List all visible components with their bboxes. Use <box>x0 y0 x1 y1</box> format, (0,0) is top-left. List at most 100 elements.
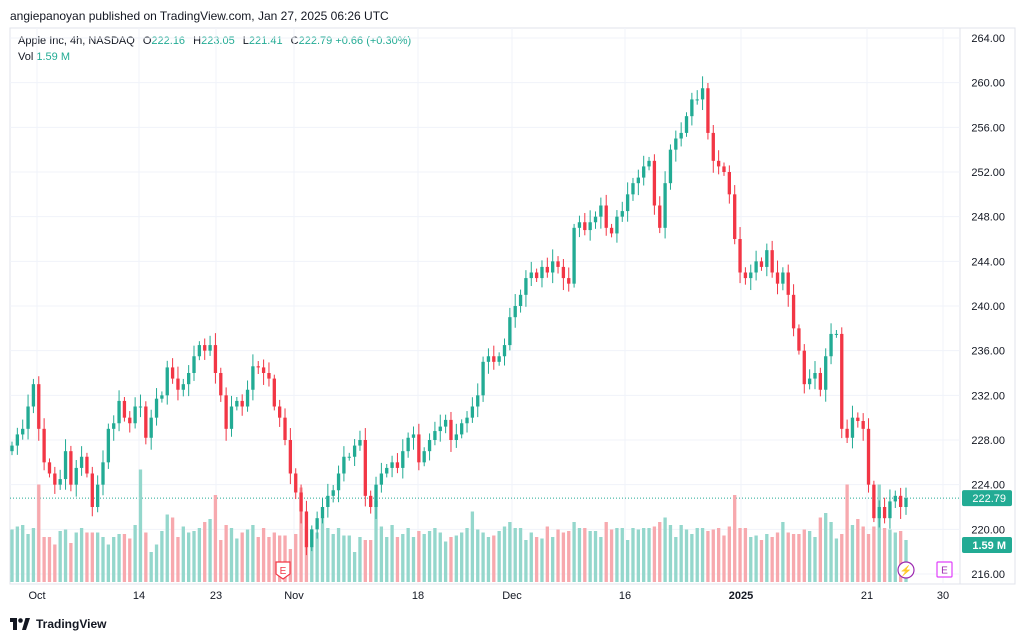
dividend-marker-label: ⚡ <box>900 564 912 577</box>
close-label: C <box>290 35 299 47</box>
candle-body <box>845 428 849 438</box>
candle-body <box>850 417 855 438</box>
volume-bar <box>208 519 212 582</box>
volume-bar <box>829 522 833 582</box>
candle-body <box>315 518 319 530</box>
volume-bar <box>551 537 555 582</box>
candle-body <box>893 495 897 502</box>
footer-brand[interactable]: TradingView <box>10 617 106 631</box>
volume-bars <box>10 469 908 582</box>
volume-bar <box>42 537 46 582</box>
candle-body <box>807 378 812 385</box>
volume-bar <box>684 529 689 582</box>
price-tick-label: 236.00 <box>971 346 1005 358</box>
candle-body <box>154 398 159 418</box>
volume-bar <box>112 537 116 582</box>
candle-body <box>304 511 309 548</box>
volume-bar <box>229 528 234 582</box>
price-tick-label: 248.00 <box>971 212 1005 224</box>
candle-body <box>824 356 828 390</box>
candle-body <box>122 400 127 418</box>
volume-bar <box>347 535 351 582</box>
candle-body <box>759 261 764 267</box>
volume-bar <box>781 522 785 582</box>
volume-bar <box>299 487 303 582</box>
volume-bar <box>10 529 14 582</box>
volume-bar <box>443 541 448 582</box>
volume-bar <box>427 531 432 582</box>
candle-body <box>278 406 282 418</box>
candle-body <box>160 395 164 399</box>
time-tick-label: 2025 <box>729 590 753 602</box>
candle-body <box>802 350 806 385</box>
time-tick-label: Oct <box>28 590 45 602</box>
candle-body <box>379 473 384 485</box>
volume-bar <box>390 525 394 582</box>
volume-bar <box>47 537 52 582</box>
candle-body <box>663 183 667 228</box>
volume-bar <box>433 528 437 582</box>
price-tick-label: 252.00 <box>971 167 1005 179</box>
volume-bar <box>583 528 587 582</box>
candle-body <box>336 473 341 491</box>
candle-body <box>165 367 169 396</box>
candle-body <box>840 333 844 429</box>
volume-bar <box>411 537 416 582</box>
price-tick-label: 224.00 <box>971 480 1005 492</box>
event-markers[interactable]: E ⚡ E <box>275 561 953 580</box>
candle-body <box>684 116 689 133</box>
volume-bar <box>524 540 528 582</box>
time-axis[interactable]: Oct 14 23 Nov 18 Dec 16 2025 21 30 <box>28 590 949 602</box>
candle-body <box>47 462 52 474</box>
volume-bar <box>775 532 780 582</box>
volume-bar <box>716 528 721 582</box>
candle-body <box>888 501 892 519</box>
volume-bar <box>224 525 228 582</box>
volume-bar <box>235 538 239 582</box>
volume-bar <box>609 529 614 582</box>
candle-body <box>604 205 608 228</box>
candle-body <box>636 177 640 184</box>
volume-bar <box>567 531 571 582</box>
candle-body <box>58 479 62 485</box>
candle-body <box>872 484 876 519</box>
volume-bar <box>620 528 624 582</box>
volume-bar <box>385 537 389 582</box>
price-tick-label: 220.00 <box>971 524 1005 536</box>
candle-body <box>856 417 860 422</box>
candle-body <box>37 384 41 429</box>
candle-body <box>754 261 758 273</box>
time-tick-label: 16 <box>619 590 631 602</box>
candle-body <box>652 160 657 206</box>
volume-bar <box>749 537 753 582</box>
volume-bar <box>604 522 608 582</box>
candle-body <box>460 423 464 435</box>
volume-bar <box>154 544 159 582</box>
volume-bar <box>331 534 335 582</box>
volume-label[interactable]: Vol <box>18 51 34 63</box>
volume-bar <box>251 525 255 582</box>
candle-body <box>10 445 14 452</box>
candle-body <box>331 490 335 496</box>
candle-body <box>411 434 416 438</box>
volume-bar <box>856 519 860 582</box>
candle-body <box>26 406 30 429</box>
price-axis[interactable]: 264.00 260.00 256.00 252.00 248.00 244.00 240.… <box>962 33 1012 581</box>
volume-bar <box>593 531 598 582</box>
candle-body <box>781 272 785 284</box>
candle-body <box>422 451 426 463</box>
earnings-marker-future <box>936 561 953 578</box>
volume-bar <box>834 538 839 582</box>
volume-bar <box>674 537 678 582</box>
volume-bar <box>272 532 276 582</box>
volume-bar <box>695 528 699 582</box>
candle-body <box>540 266 544 279</box>
volume-bar <box>706 531 710 582</box>
candle-body <box>834 333 839 335</box>
candle-body <box>497 356 501 362</box>
volume-bar <box>743 528 748 582</box>
candle-body <box>117 400 121 424</box>
candle-body <box>829 333 833 357</box>
candle-body <box>42 428 46 463</box>
